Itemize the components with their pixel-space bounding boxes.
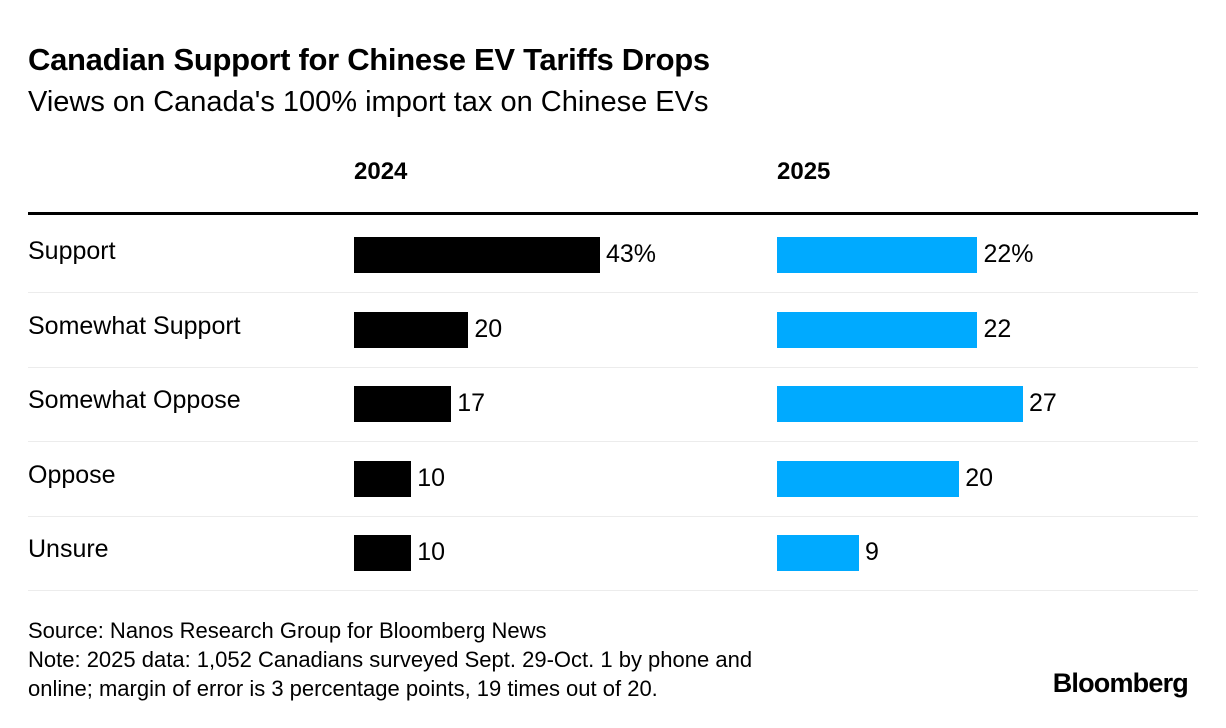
data-label: 9	[865, 538, 879, 566]
category-label: Somewhat Oppose	[28, 386, 241, 414]
chart-subtitle: Views on Canada's 100% import tax on Chi…	[28, 86, 709, 118]
column-header-2025: 2025	[777, 158, 831, 185]
data-label: 20	[965, 463, 994, 492]
bar-2025-oppose	[777, 460, 960, 497]
bar-2024-oppose	[354, 460, 412, 497]
data-label: 20	[474, 314, 503, 343]
chart-title: Canadian Support for Chinese EV Tariffs …	[28, 42, 710, 77]
data-label: 10	[417, 463, 446, 492]
row-divider	[28, 441, 1198, 442]
bar-2024-support	[354, 237, 600, 273]
bloomberg-logo: Bloomberg	[1052, 668, 1189, 698]
row-divider	[28, 292, 1198, 293]
source-note: Source: Nanos Research Group for Bloombe…	[28, 618, 547, 643]
bar-2024-somewhat-support	[354, 311, 469, 348]
data-label: 10	[417, 538, 446, 566]
category-label: Unsure	[28, 535, 109, 563]
bar-2025-somewhat-oppose	[777, 386, 1023, 422]
data-label: 17	[457, 389, 486, 417]
data-label: 43%	[606, 240, 657, 268]
row-divider	[28, 515, 1198, 517]
data-label: 27	[1029, 389, 1057, 417]
row-divider	[28, 590, 1198, 591]
bar-2024-unsure	[354, 535, 412, 571]
footnote-line-2: online; margin of error is 3 percentage …	[28, 676, 658, 701]
column-header-2024: 2024	[354, 158, 408, 185]
category-label: Somewhat Support	[28, 311, 241, 340]
bar-2025-support	[777, 237, 978, 273]
data-label: 22	[983, 314, 1012, 343]
category-label: Support	[28, 237, 116, 265]
header-rule	[28, 212, 1198, 215]
bar-2025-unsure	[777, 535, 859, 571]
bar-2024-somewhat-oppose	[354, 386, 452, 422]
bar-2025-somewhat-support	[777, 311, 978, 348]
data-label: 22%	[983, 240, 1034, 268]
category-label: Oppose	[28, 460, 116, 489]
footnote-line-1: Note: 2025 data: 1,052 Canadians surveye…	[28, 647, 753, 672]
row-divider	[28, 366, 1198, 368]
